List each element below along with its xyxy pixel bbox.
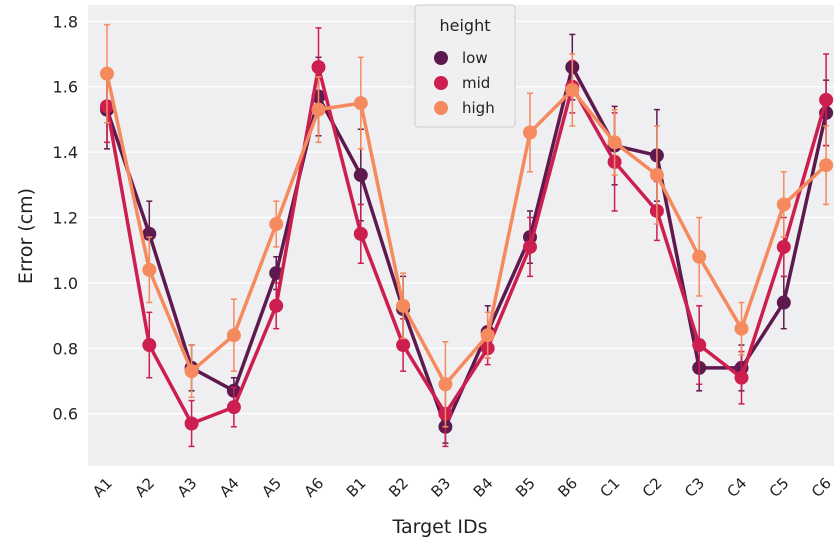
point bbox=[353, 168, 368, 183]
x-tick-label: A1 bbox=[89, 474, 116, 501]
point bbox=[184, 416, 199, 431]
x-tick-label: B2 bbox=[385, 474, 412, 501]
y-tick-label: 1.4 bbox=[53, 143, 78, 162]
point bbox=[142, 262, 157, 277]
x-tick-label: C6 bbox=[808, 474, 834, 501]
legend-label: mid bbox=[462, 74, 490, 92]
x-tick-label: C4 bbox=[723, 474, 750, 501]
point bbox=[438, 377, 453, 392]
point bbox=[819, 92, 834, 107]
point bbox=[311, 102, 326, 117]
point bbox=[100, 66, 114, 81]
point bbox=[269, 217, 284, 232]
point bbox=[269, 298, 284, 313]
x-tick-label: A5 bbox=[258, 474, 285, 501]
legend-box bbox=[414, 4, 516, 128]
x-axis-label: Target IDs bbox=[392, 516, 488, 538]
point bbox=[692, 249, 707, 264]
x-tick-label: B3 bbox=[427, 474, 454, 501]
point bbox=[734, 321, 749, 336]
point bbox=[480, 328, 495, 343]
point bbox=[565, 83, 580, 98]
point bbox=[734, 370, 749, 385]
x-tick-label: A2 bbox=[131, 474, 158, 501]
x-tick-label: C2 bbox=[639, 474, 666, 501]
point bbox=[776, 197, 791, 212]
legend-label: low bbox=[462, 49, 488, 67]
x-tick-label: A3 bbox=[174, 474, 201, 501]
point bbox=[353, 96, 368, 111]
y-tick-label: 1.6 bbox=[53, 78, 78, 97]
y-tick-label: 1.2 bbox=[53, 209, 78, 228]
point bbox=[311, 60, 326, 75]
x-tick-label: B4 bbox=[470, 474, 497, 501]
point bbox=[184, 364, 199, 379]
x-tick-label: A6 bbox=[301, 474, 328, 501]
point bbox=[226, 400, 241, 415]
point bbox=[523, 239, 537, 254]
point bbox=[396, 338, 411, 353]
legend-title: height bbox=[440, 16, 491, 35]
point bbox=[649, 168, 664, 183]
point bbox=[776, 295, 791, 310]
x-tick-label: B5 bbox=[512, 474, 539, 501]
point bbox=[607, 135, 622, 150]
point bbox=[776, 239, 791, 254]
x-tick-label: B6 bbox=[554, 474, 581, 501]
point bbox=[523, 125, 537, 140]
series-line bbox=[105, 65, 828, 426]
x-tick-label: C1 bbox=[597, 474, 624, 501]
x-tick-label: B1 bbox=[343, 474, 370, 501]
series-line bbox=[105, 73, 828, 387]
legend-label: high bbox=[462, 99, 495, 117]
point bbox=[226, 328, 241, 343]
legend-marker bbox=[434, 51, 448, 65]
legend-marker bbox=[434, 101, 448, 115]
point bbox=[142, 338, 157, 353]
y-tick-label: 0.6 bbox=[53, 405, 78, 424]
y-tick-label: 1.8 bbox=[53, 12, 78, 31]
x-tick-label: A4 bbox=[216, 474, 243, 501]
y-tick-label: 1.0 bbox=[53, 274, 78, 293]
x-tick-label: C3 bbox=[681, 474, 708, 501]
y-tick-label: 0.8 bbox=[53, 339, 78, 358]
point bbox=[142, 226, 157, 241]
y-axis-label: Error (cm) bbox=[15, 188, 37, 284]
series bbox=[100, 23, 834, 428]
legend-marker bbox=[434, 76, 448, 90]
point bbox=[353, 226, 368, 241]
point bbox=[692, 338, 707, 353]
point bbox=[819, 158, 834, 173]
point bbox=[396, 298, 411, 313]
x-tick-label: C5 bbox=[766, 474, 793, 501]
